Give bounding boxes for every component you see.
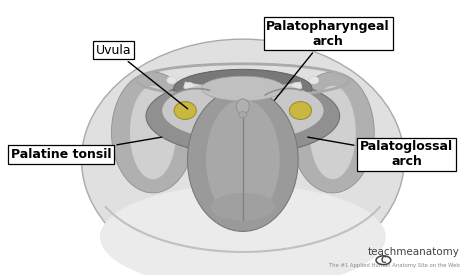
Ellipse shape bbox=[267, 86, 277, 94]
Ellipse shape bbox=[291, 72, 374, 193]
Text: Palatoglossal
arch: Palatoglossal arch bbox=[308, 137, 453, 168]
Ellipse shape bbox=[237, 99, 249, 114]
Ellipse shape bbox=[174, 102, 196, 120]
Text: teachmeanatomy: teachmeanatomy bbox=[368, 248, 459, 258]
Ellipse shape bbox=[162, 80, 323, 141]
Ellipse shape bbox=[310, 86, 356, 179]
Ellipse shape bbox=[210, 193, 275, 220]
Ellipse shape bbox=[82, 39, 404, 276]
Ellipse shape bbox=[173, 69, 312, 108]
Text: Palatine tonsil: Palatine tonsil bbox=[10, 137, 162, 161]
Ellipse shape bbox=[111, 72, 194, 193]
Ellipse shape bbox=[290, 102, 311, 120]
Ellipse shape bbox=[184, 82, 194, 90]
Ellipse shape bbox=[209, 86, 219, 94]
Ellipse shape bbox=[201, 76, 284, 101]
Ellipse shape bbox=[238, 87, 248, 95]
Ellipse shape bbox=[130, 86, 176, 179]
Text: Palatopharyngeal
arch: Palatopharyngeal arch bbox=[266, 20, 390, 100]
Ellipse shape bbox=[292, 82, 301, 90]
Ellipse shape bbox=[167, 76, 177, 84]
Ellipse shape bbox=[239, 112, 247, 118]
Text: Uvula: Uvula bbox=[96, 44, 188, 109]
Ellipse shape bbox=[100, 185, 386, 276]
Ellipse shape bbox=[146, 78, 340, 155]
Ellipse shape bbox=[206, 100, 280, 220]
Ellipse shape bbox=[309, 76, 319, 84]
Ellipse shape bbox=[188, 89, 298, 231]
Text: C: C bbox=[381, 256, 386, 265]
Text: The #1 Applied Human Anatomy Site on the Web: The #1 Applied Human Anatomy Site on the… bbox=[329, 263, 459, 269]
